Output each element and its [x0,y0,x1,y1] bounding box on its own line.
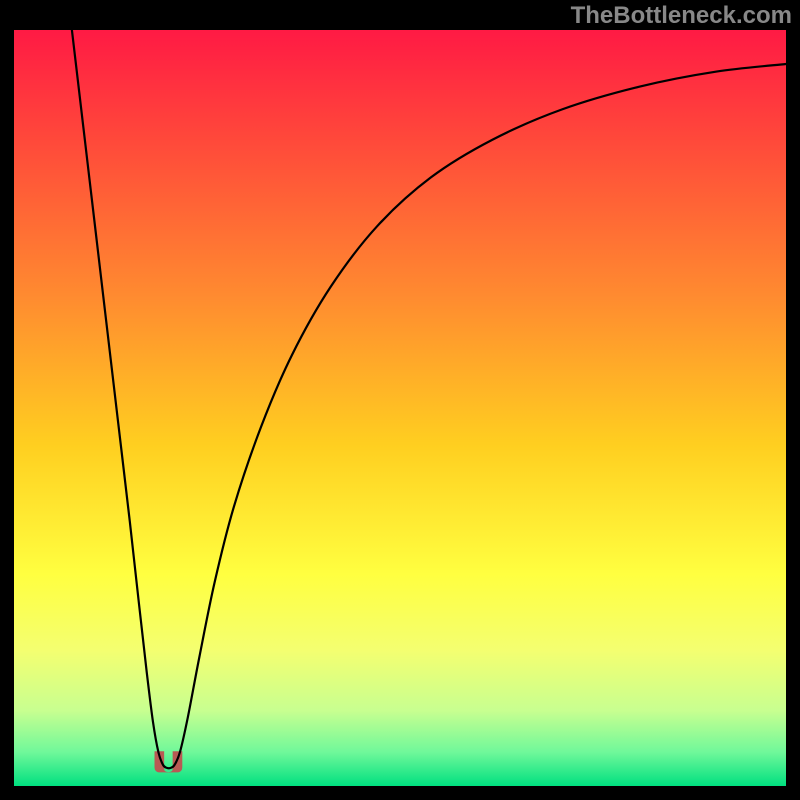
watermark-text: TheBottleneck.com [571,2,792,30]
bottleneck-chart [0,0,800,800]
gradient-field [14,30,786,786]
frame-left [0,0,14,800]
frame-right [786,0,800,800]
frame-bottom [0,786,800,800]
